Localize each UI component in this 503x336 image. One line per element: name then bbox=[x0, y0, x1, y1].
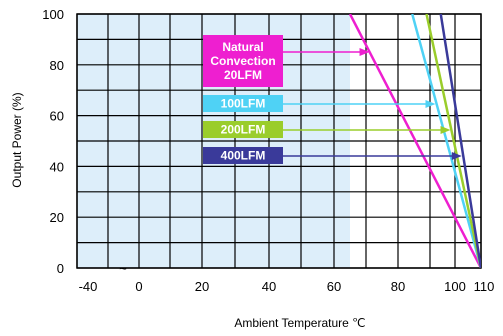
series-line bbox=[439, 14, 481, 268]
y-tick-label: 20 bbox=[50, 210, 64, 225]
legend-label: 100LFM bbox=[221, 97, 266, 111]
y-tick-label: 0 bbox=[57, 261, 64, 276]
plot-frame bbox=[76, 13, 482, 269]
legend-arrow-head bbox=[451, 152, 462, 160]
legend-box bbox=[203, 147, 283, 164]
x-tick-label: 80 bbox=[391, 279, 405, 294]
series-line bbox=[411, 14, 481, 268]
y-tick-label: 100 bbox=[42, 7, 64, 22]
x-tick-label: 110 bbox=[474, 279, 495, 294]
grid bbox=[76, 13, 482, 269]
legend-arrow-head bbox=[440, 126, 451, 134]
legend-label: 20LFM bbox=[224, 68, 262, 82]
x-tick-label: 0 bbox=[135, 279, 142, 294]
x-tick-label: 60 bbox=[327, 279, 341, 294]
legend-label: Natural bbox=[222, 40, 263, 54]
legend-label: 200LFM bbox=[221, 123, 266, 137]
legend-label: 400LFM bbox=[221, 149, 266, 163]
x-tick-label: 20 bbox=[195, 279, 209, 294]
series-line bbox=[425, 14, 481, 268]
legend-label: Convection bbox=[210, 54, 275, 68]
y-axis-label: Output Power (%) bbox=[10, 92, 24, 187]
y-tick-label: 40 bbox=[50, 159, 64, 174]
series-line bbox=[348, 14, 481, 268]
series-lines bbox=[348, 14, 481, 268]
tick-labels: -40 0 20 40 60 80 100 110 0 20 40 60 80 100 bbox=[42, 7, 494, 294]
legend-box bbox=[203, 35, 283, 87]
legend-box bbox=[203, 121, 283, 138]
x-tick-label: 100 bbox=[444, 279, 466, 294]
y-tick-label: 60 bbox=[50, 109, 64, 124]
legend-arrow-head bbox=[425, 100, 436, 108]
y-tick-label: 80 bbox=[50, 58, 64, 73]
legend-arrow-head bbox=[359, 48, 370, 56]
x-tick-label: -40 bbox=[79, 279, 98, 294]
legend-box bbox=[203, 95, 283, 112]
x-tick-label: 40 bbox=[262, 279, 276, 294]
axis-break-mark: ~ bbox=[119, 261, 127, 276]
x-axis-label: Ambient Temperature ℃ bbox=[234, 316, 365, 330]
